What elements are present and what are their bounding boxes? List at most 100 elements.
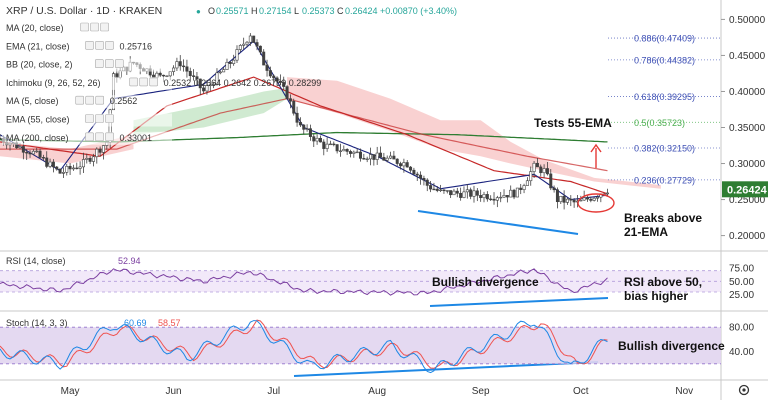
- indicator-control-icon-2-2[interactable]: [115, 59, 124, 68]
- candle-body: [278, 80, 282, 83]
- indicator-control-icon-6-1[interactable]: [95, 132, 104, 142]
- price-axis-tick-2: 0.40000: [729, 87, 766, 98]
- candle-body: [395, 158, 399, 164]
- candle-body: [208, 84, 212, 87]
- stoch-d-line: [0, 319, 608, 369]
- indicator-control-icon-1-1[interactable]: [95, 40, 104, 50]
- candle-body: [222, 69, 226, 73]
- indicator-control-icon-5-1[interactable]: [95, 114, 104, 123]
- candle-body: [485, 194, 489, 200]
- candle-body: [262, 51, 266, 66]
- time-axis-tick-3: Aug: [368, 386, 386, 397]
- candle-body: [562, 195, 566, 203]
- candle-body: [305, 128, 309, 130]
- indicator-control-icon-1-2[interactable]: [105, 40, 114, 50]
- candle-body: [178, 61, 182, 67]
- candle-body: [335, 144, 339, 152]
- indicator-label-3: Ichimoku (9, 26, 52, 26): [6, 78, 101, 88]
- candle-body: [232, 59, 236, 64]
- indicator-control-icon-3-0[interactable]: [129, 77, 138, 87]
- candle-body: [492, 198, 496, 201]
- candle-body: [332, 143, 336, 146]
- ohlc-value-0: 0.25571: [216, 6, 249, 16]
- candle-body: [78, 166, 82, 169]
- indicator-control-icon-3-1[interactable]: [139, 77, 148, 87]
- indicator-control-icon-2-1[interactable]: [105, 59, 114, 68]
- time-axis-tick-5: Oct: [573, 386, 589, 397]
- candle-body: [555, 189, 559, 203]
- ohlc-label-1: H: [251, 6, 258, 16]
- header-backdrop: [2, 3, 362, 18]
- candle-body: [379, 152, 383, 158]
- candle-body: [248, 35, 252, 43]
- price-axis-tick-5: 0.25000: [729, 195, 766, 206]
- candle-body: [365, 158, 369, 161]
- candle-body: [358, 151, 362, 159]
- candle-body: [285, 86, 289, 99]
- price-axis-tick-4: 0.30000: [729, 159, 766, 170]
- candle-body: [302, 124, 306, 130]
- rsi-line: [0, 268, 608, 296]
- candle-body: [312, 136, 316, 142]
- candle-body: [292, 100, 296, 114]
- candle-body: [298, 122, 302, 126]
- candle-body: [215, 72, 219, 85]
- indicator-control-icon-4-2[interactable]: [95, 95, 104, 105]
- candle-body: [175, 61, 179, 69]
- candle-body: [519, 187, 523, 190]
- settings-gear-icon[interactable]: [738, 384, 750, 396]
- settings-gear-icon-center: [742, 388, 746, 392]
- indicator-control-icon-0-2[interactable]: [100, 22, 109, 32]
- candle-body: [552, 187, 556, 191]
- candle-body: [489, 198, 493, 201]
- candle-body: [288, 98, 292, 102]
- indicator-control-icon-1-0[interactable]: [85, 40, 94, 50]
- candle-body: [362, 158, 366, 160]
- indicator-label-5: EMA (55, close): [6, 115, 70, 125]
- candle-body: [245, 41, 249, 45]
- indicator-value-4: 0.2562: [110, 96, 138, 106]
- indicator-control-icon-6-2[interactable]: [105, 132, 114, 142]
- candle-body: [495, 197, 499, 201]
- candle-body: [75, 167, 79, 170]
- indicator-control-icon-4-0[interactable]: [75, 95, 84, 105]
- candle-body: [345, 149, 349, 152]
- candle-body: [0, 138, 2, 140]
- candle-body: [585, 197, 589, 200]
- candle-body: [449, 190, 453, 196]
- candle-body: [65, 165, 69, 173]
- candle-body: [559, 195, 563, 203]
- candle-body: [61, 172, 65, 174]
- candle-body: [212, 84, 216, 86]
- indicator-control-icon-2-0[interactable]: [95, 59, 104, 68]
- candle-body: [542, 168, 546, 174]
- candle-body: [242, 43, 246, 46]
- candle-body: [572, 199, 576, 203]
- candle-body: [205, 85, 209, 92]
- candle-body: [469, 189, 473, 197]
- candle-body: [45, 157, 49, 167]
- candle-body: [445, 190, 449, 192]
- candle-body: [195, 76, 199, 80]
- rsi-panel-label: RSI (14, close): [6, 256, 66, 266]
- indicator-control-icon-5-2[interactable]: [105, 114, 114, 123]
- indicator-control-icon-5-0[interactable]: [85, 114, 94, 123]
- candle-body: [529, 171, 533, 182]
- candle-body: [202, 87, 206, 92]
- indicator-control-icon-4-1[interactable]: [85, 95, 94, 105]
- candle-body: [419, 174, 423, 179]
- candle-body: [532, 162, 536, 172]
- time-axis-tick-4: Sep: [472, 386, 490, 397]
- indicator-control-icon-0-0[interactable]: [80, 22, 89, 32]
- stoch-panel-label: Stoch (14, 3, 3): [6, 318, 68, 328]
- indicator-control-icon-6-0[interactable]: [85, 132, 94, 142]
- candle-body: [98, 148, 102, 153]
- candle-body: [265, 64, 269, 71]
- indicator-value-3: 0.2532 0.2664 0.2642 0.26759 0.28299: [164, 78, 322, 88]
- candle-body: [372, 154, 376, 160]
- time-axis-tick-1: Jun: [166, 386, 182, 397]
- indicator-control-icon-3-2[interactable]: [149, 77, 158, 87]
- ema21-line: [0, 76, 608, 195]
- indicator-control-icon-0-1[interactable]: [90, 22, 99, 32]
